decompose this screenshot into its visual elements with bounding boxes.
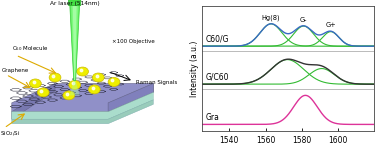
Polygon shape [71,4,78,80]
Polygon shape [12,83,153,112]
Polygon shape [70,4,80,80]
Circle shape [108,77,120,86]
Circle shape [49,73,61,82]
Circle shape [29,79,41,88]
Circle shape [69,80,81,89]
Text: C$_{60}$ Molecule: C$_{60}$ Molecule [12,44,49,53]
Text: Ar laser (514nm): Ar laser (514nm) [50,1,99,6]
Y-axis label: Intensity (a.u.): Intensity (a.u.) [191,40,200,97]
Text: Raman Signals: Raman Signals [136,80,177,85]
FancyBboxPatch shape [68,0,81,6]
Polygon shape [12,92,153,119]
Polygon shape [12,83,55,119]
Text: Graphene: Graphene [2,68,29,73]
Polygon shape [73,4,77,80]
Circle shape [92,73,104,82]
Text: C60/G: C60/G [206,35,229,44]
Text: G+: G+ [325,22,336,28]
Circle shape [63,91,75,100]
Polygon shape [12,100,153,124]
Polygon shape [70,80,80,95]
Circle shape [37,88,49,97]
Text: SiO$_2$/Si: SiO$_2$/Si [0,130,20,138]
Circle shape [88,85,100,94]
Text: G/C60: G/C60 [206,73,229,82]
Circle shape [77,67,88,76]
Text: G-: G- [300,17,307,23]
Text: Hg(8): Hg(8) [262,14,280,21]
Text: ×100 Objective: ×100 Objective [112,39,155,44]
Text: Gra: Gra [206,113,220,122]
Polygon shape [108,83,153,112]
